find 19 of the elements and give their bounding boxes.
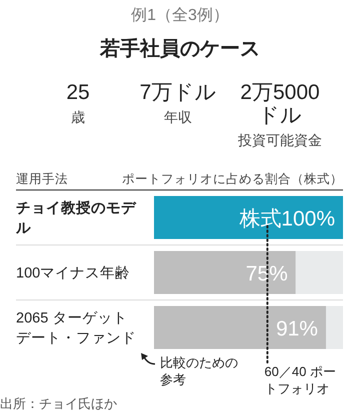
ref-line-label: 60／40 ポートフォリオ [264, 364, 336, 396]
data-label: 株式100% [238, 208, 335, 230]
data-label: 75% [246, 262, 288, 286]
y-tick-label: 2065 ターゲットデート・ファンド [16, 310, 136, 346]
y-axis-title: 運用手法 [16, 172, 68, 186]
text: 出所：チョイ氏ほか [0, 396, 117, 411]
data-label: 91% [276, 318, 318, 340]
chart-title: 若手社員のケース [99, 37, 260, 60]
text: 25 [66, 81, 90, 104]
x-axis-title: ポートフォリオに占める割合（株式） [122, 172, 343, 186]
text: 年収 [164, 109, 192, 125]
chart-subtitle: 例1（全3例） [131, 7, 229, 24]
annotation: 比較のための参考 [160, 355, 238, 387]
text: 2万5000ドル [240, 81, 320, 127]
y-tick-label: チョイ教授のモデル [15, 200, 137, 236]
text: 投資可能資金 [237, 132, 322, 148]
text: 7万ドル [140, 81, 216, 104]
text: 歳 [71, 109, 85, 125]
y-tick-label: 100マイナス年齢 [16, 264, 130, 282]
